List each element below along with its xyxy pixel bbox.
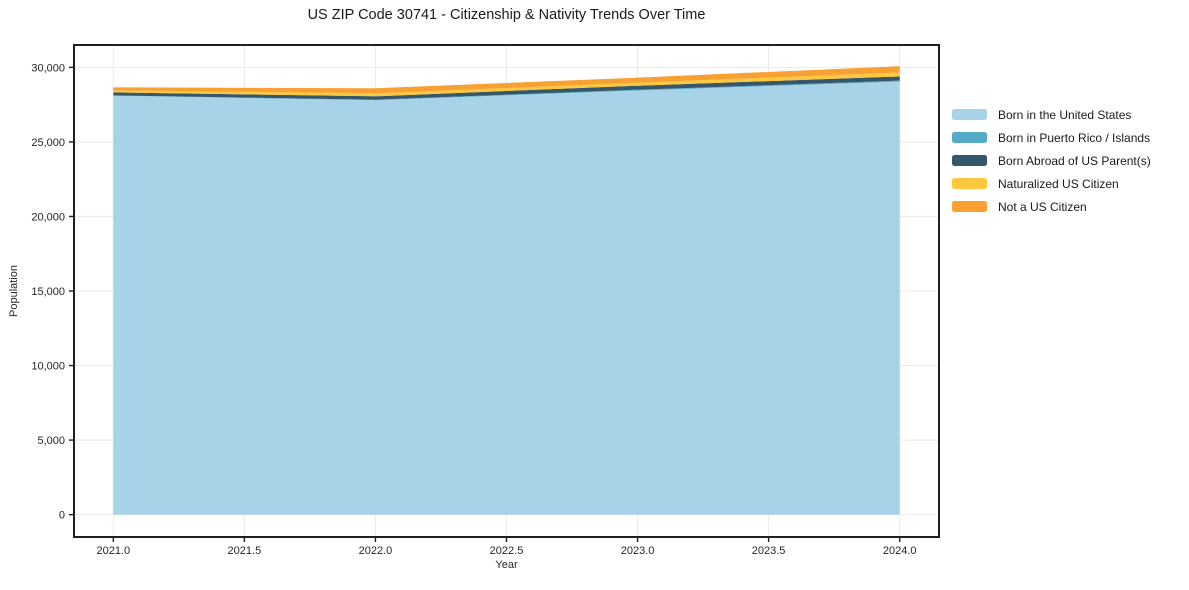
legend-swatch-icon <box>952 132 987 143</box>
legend-swatch-icon <box>952 155 987 166</box>
x-tick-label: 2022.5 <box>490 545 524 557</box>
area-born-in-the-united-states <box>113 81 900 515</box>
legend-label: Born in Puerto Rico / Islands <box>998 130 1151 145</box>
legend-item: Born in Puerto Rico / Islands <box>952 126 1151 149</box>
legend-item: Not a US Citizen <box>952 195 1151 218</box>
legend-item: Born Abroad of US Parent(s) <box>952 149 1151 172</box>
legend-label: Not a US Citizen <box>998 199 1087 214</box>
legend: Born in the United States Born in Puerto … <box>952 103 1151 218</box>
y-tick-label: 15,000 <box>31 286 65 298</box>
y-tick-label: 0 <box>59 510 65 522</box>
x-tick-label: 2024.0 <box>883 545 917 557</box>
area-not-a-us-citizen <box>113 66 900 94</box>
x-tick-label: 2021.5 <box>228 545 262 557</box>
legend-label: Naturalized US Citizen <box>998 176 1119 191</box>
y-tick-label: 20,000 <box>31 211 65 223</box>
x-tick-label: 2022.0 <box>359 545 393 557</box>
x-tick-label: 2023.0 <box>621 545 655 557</box>
legend-label: Born Abroad of US Parent(s) <box>998 153 1151 168</box>
x-axis-label: Year <box>495 559 518 571</box>
chart-title: US ZIP Code 30741 - Citizenship & Nativi… <box>307 7 706 23</box>
y-tick-label: 10,000 <box>31 361 65 373</box>
legend-label: Born in the United States <box>998 107 1132 122</box>
legend-item: Born in the United States <box>952 103 1151 126</box>
legend-swatch-icon <box>952 109 987 120</box>
y-tick-label: 30,000 <box>31 62 65 74</box>
y-tick-label: 5,000 <box>37 435 65 447</box>
y-axis-label: Population <box>8 265 20 317</box>
legend-swatch-icon <box>952 201 987 212</box>
legend-item: Naturalized US Citizen <box>952 172 1151 195</box>
y-tick-label: 25,000 <box>31 137 65 149</box>
x-tick-label: 2023.5 <box>752 545 786 557</box>
x-tick-label: 2021.0 <box>96 545 130 557</box>
legend-swatch-icon <box>952 178 987 189</box>
